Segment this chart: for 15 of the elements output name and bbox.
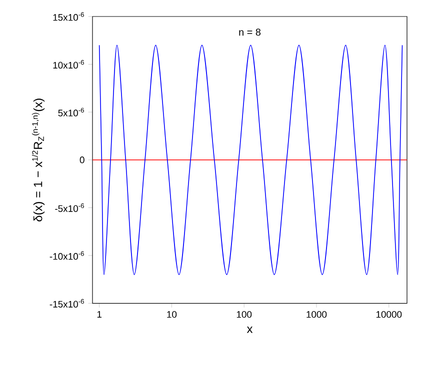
- y-tick-label: 15x10$^{-6}$: [53, 12, 84, 21]
- y-tick-label: -5x10$^{-6}$: [55, 203, 84, 212]
- y-tick-label: -10x10$^{-6}$: [50, 251, 84, 260]
- x-tick-label: 100: [236, 311, 252, 318]
- y-tick-label: -15x10$^{-6}$: [50, 299, 84, 308]
- y-tick-label: 10x10$^{-6}$: [53, 60, 84, 69]
- x-tick-label: 1000: [306, 311, 327, 318]
- x-tick-label: 10000: [376, 311, 402, 318]
- x-tick-label: 1: [97, 311, 102, 318]
- x-tick-label: 10: [167, 311, 177, 318]
- x-axis-title: x: [246, 326, 253, 333]
- annotation: n = 8: [239, 28, 261, 36]
- y-tick-label: 0: [80, 156, 84, 164]
- y-tick-label: 5x10$^{-6}$: [58, 108, 84, 116]
- y-axis-title: δ(x) = 1 − x$^{1/2}$R$_{Z}$$^{(n-1,n)}$(x): [32, 98, 45, 222]
